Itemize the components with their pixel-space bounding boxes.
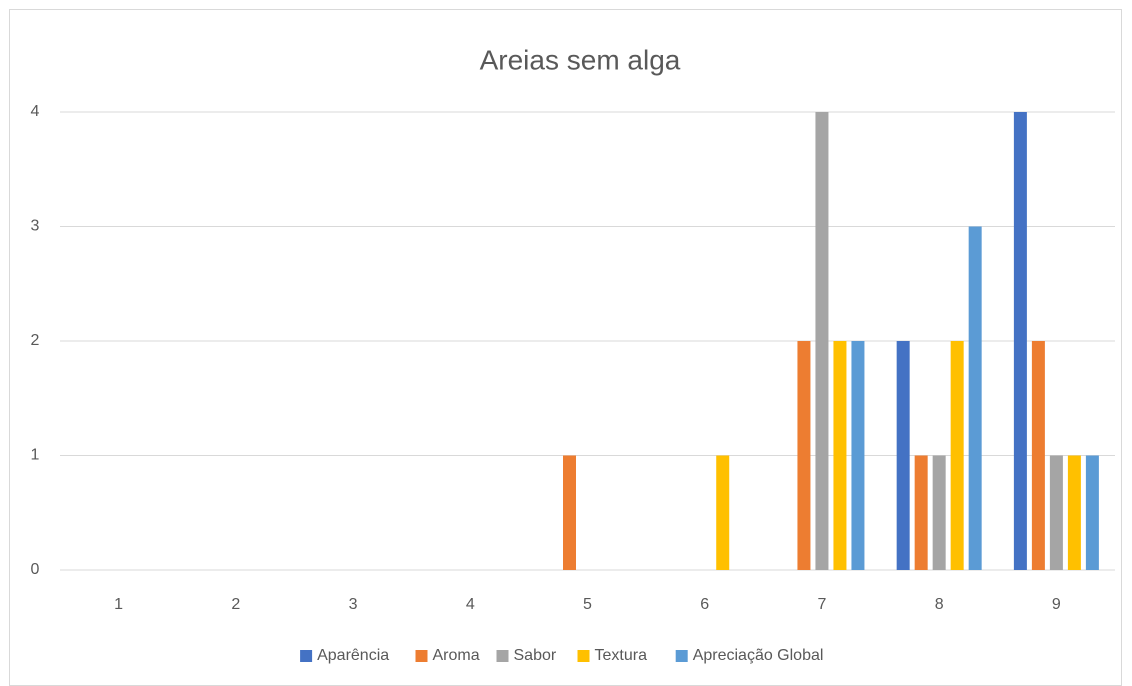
y-tick-label: 0 bbox=[31, 561, 40, 578]
bar bbox=[932, 455, 946, 570]
legend-label: Aparência bbox=[317, 647, 389, 664]
x-tick-label: 5 bbox=[583, 596, 592, 613]
bar bbox=[833, 341, 847, 570]
bar bbox=[797, 341, 811, 570]
bar bbox=[1013, 112, 1027, 570]
bar bbox=[896, 341, 910, 570]
x-tick-label: 4 bbox=[466, 596, 475, 613]
legend-label: Apreciação Global bbox=[693, 647, 824, 664]
bar bbox=[851, 341, 865, 570]
x-tick-label: 8 bbox=[935, 596, 944, 613]
legend-swatch bbox=[415, 650, 428, 662]
x-tick-label: 9 bbox=[1052, 596, 1061, 613]
bar bbox=[950, 341, 964, 570]
legend-swatch bbox=[675, 650, 688, 662]
bar bbox=[1049, 455, 1063, 570]
x-tick-label: 7 bbox=[817, 596, 826, 613]
bar bbox=[1085, 455, 1099, 570]
chart-title: Areias sem alga bbox=[480, 44, 681, 75]
legend-swatch bbox=[577, 650, 590, 662]
bar bbox=[914, 455, 928, 570]
bar bbox=[968, 226, 982, 570]
x-tick-label: 1 bbox=[114, 596, 123, 613]
y-tick-label: 4 bbox=[31, 103, 40, 120]
chart-border bbox=[9, 9, 1122, 686]
legend-swatch bbox=[300, 650, 313, 662]
x-tick-label: 6 bbox=[700, 596, 709, 613]
y-tick-label: 3 bbox=[31, 218, 40, 235]
bar bbox=[716, 455, 730, 570]
x-tick-label: 2 bbox=[231, 596, 240, 613]
y-tick-label: 1 bbox=[31, 447, 40, 464]
bar bbox=[563, 455, 576, 570]
legend-swatch bbox=[496, 650, 509, 662]
y-tick-label: 2 bbox=[31, 332, 40, 349]
legend-label: Aroma bbox=[433, 647, 480, 664]
bar bbox=[1067, 455, 1081, 570]
legend-label: Sabor bbox=[514, 647, 557, 664]
legend-label: Textura bbox=[595, 647, 648, 664]
bar bbox=[1031, 341, 1045, 570]
bar bbox=[815, 112, 829, 570]
x-tick-label: 3 bbox=[349, 596, 358, 613]
